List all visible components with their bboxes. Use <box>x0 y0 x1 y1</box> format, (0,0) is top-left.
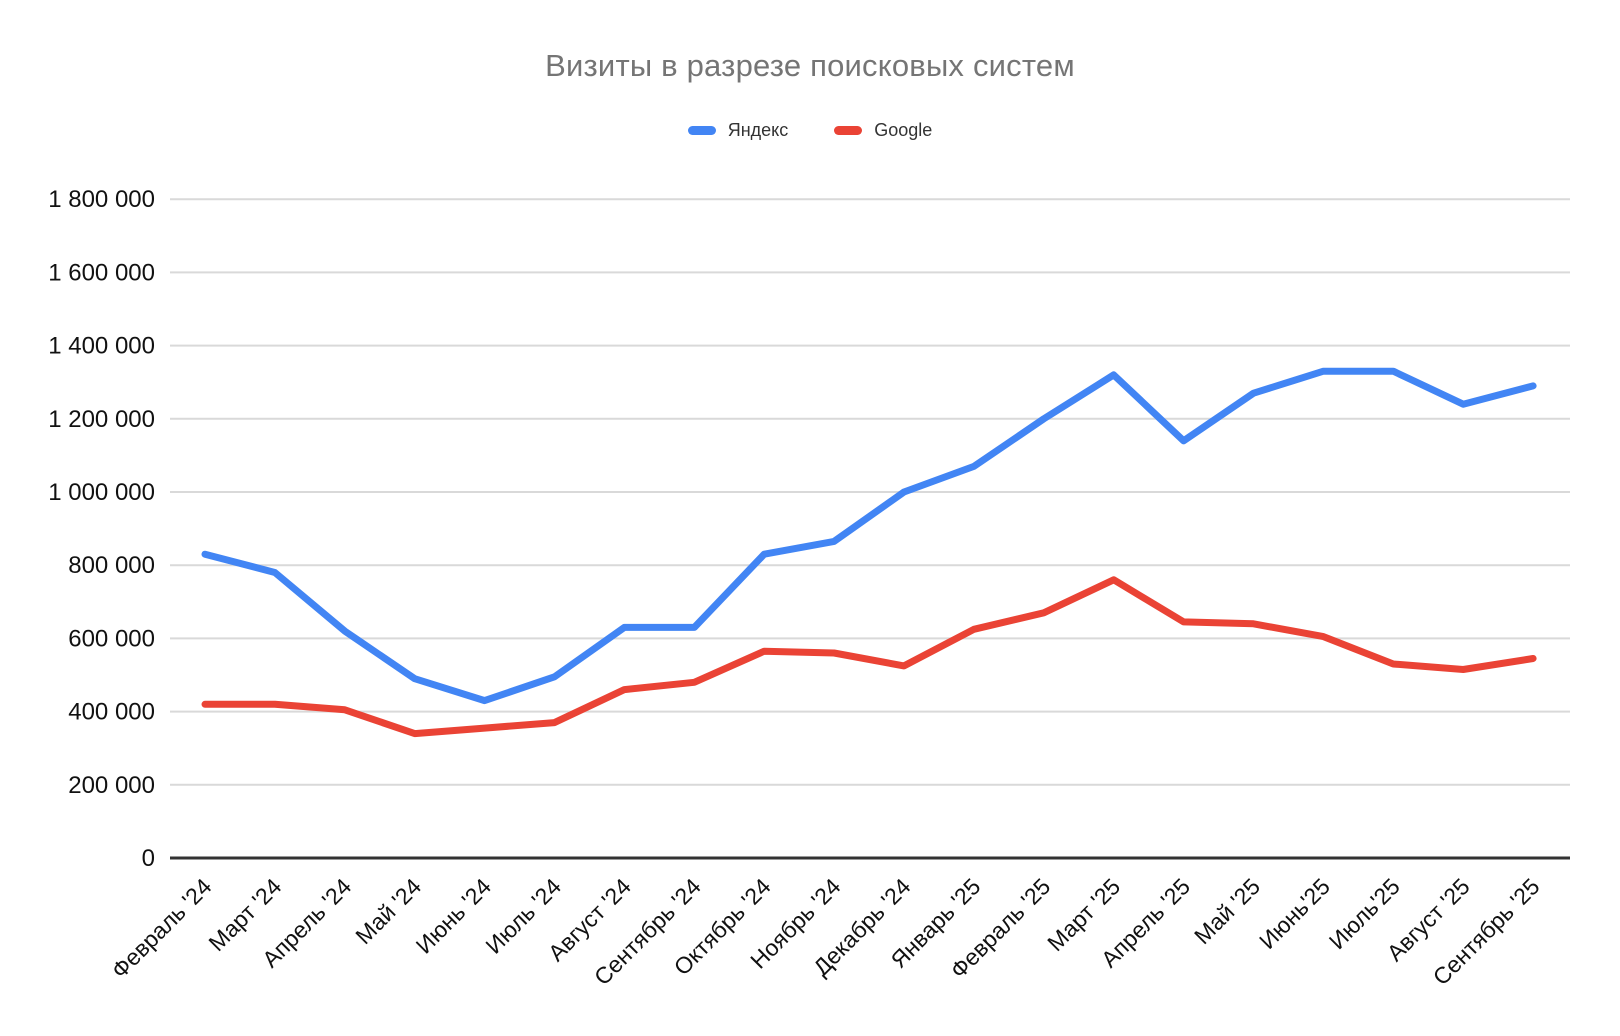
x-tick-label: Февраль '24 <box>106 873 216 983</box>
y-tick-label: 400 000 <box>68 699 155 726</box>
google-series-swatch <box>834 126 863 135</box>
y-tick-label: 200 000 <box>68 772 155 799</box>
chart-legend: Яндекс Google <box>0 120 1620 141</box>
legend-label-yandex: Яндекс <box>727 120 789 140</box>
x-tick-label: Май '25 <box>1189 873 1265 949</box>
x-tick-label: Июнь '24 <box>411 873 497 959</box>
yandex-series-swatch <box>687 126 716 135</box>
legend-item-yandex[interactable]: Яндекс <box>687 120 789 141</box>
chart-title: Визиты в разрезе поисковых систем <box>545 48 1075 83</box>
series-line-яндекс <box>201 367 1537 705</box>
y-tick-label: 1 200 000 <box>48 406 155 433</box>
y-tick-label: 800 000 <box>68 552 155 579</box>
y-tick-label: 1 600 000 <box>48 259 155 286</box>
y-tick-label: 1 800 000 <box>48 186 155 213</box>
x-tick-label: Июнь'25 <box>1254 873 1335 954</box>
legend-item-google[interactable]: Google <box>834 120 932 141</box>
y-tick-label: 1 400 000 <box>48 333 155 360</box>
y-tick-label: 1 000 000 <box>48 479 155 506</box>
series-line-google <box>201 576 1537 738</box>
legend-label-google: Google <box>874 120 933 140</box>
y-tick-label: 0 <box>142 845 155 872</box>
y-tick-label: 600 000 <box>68 625 155 652</box>
